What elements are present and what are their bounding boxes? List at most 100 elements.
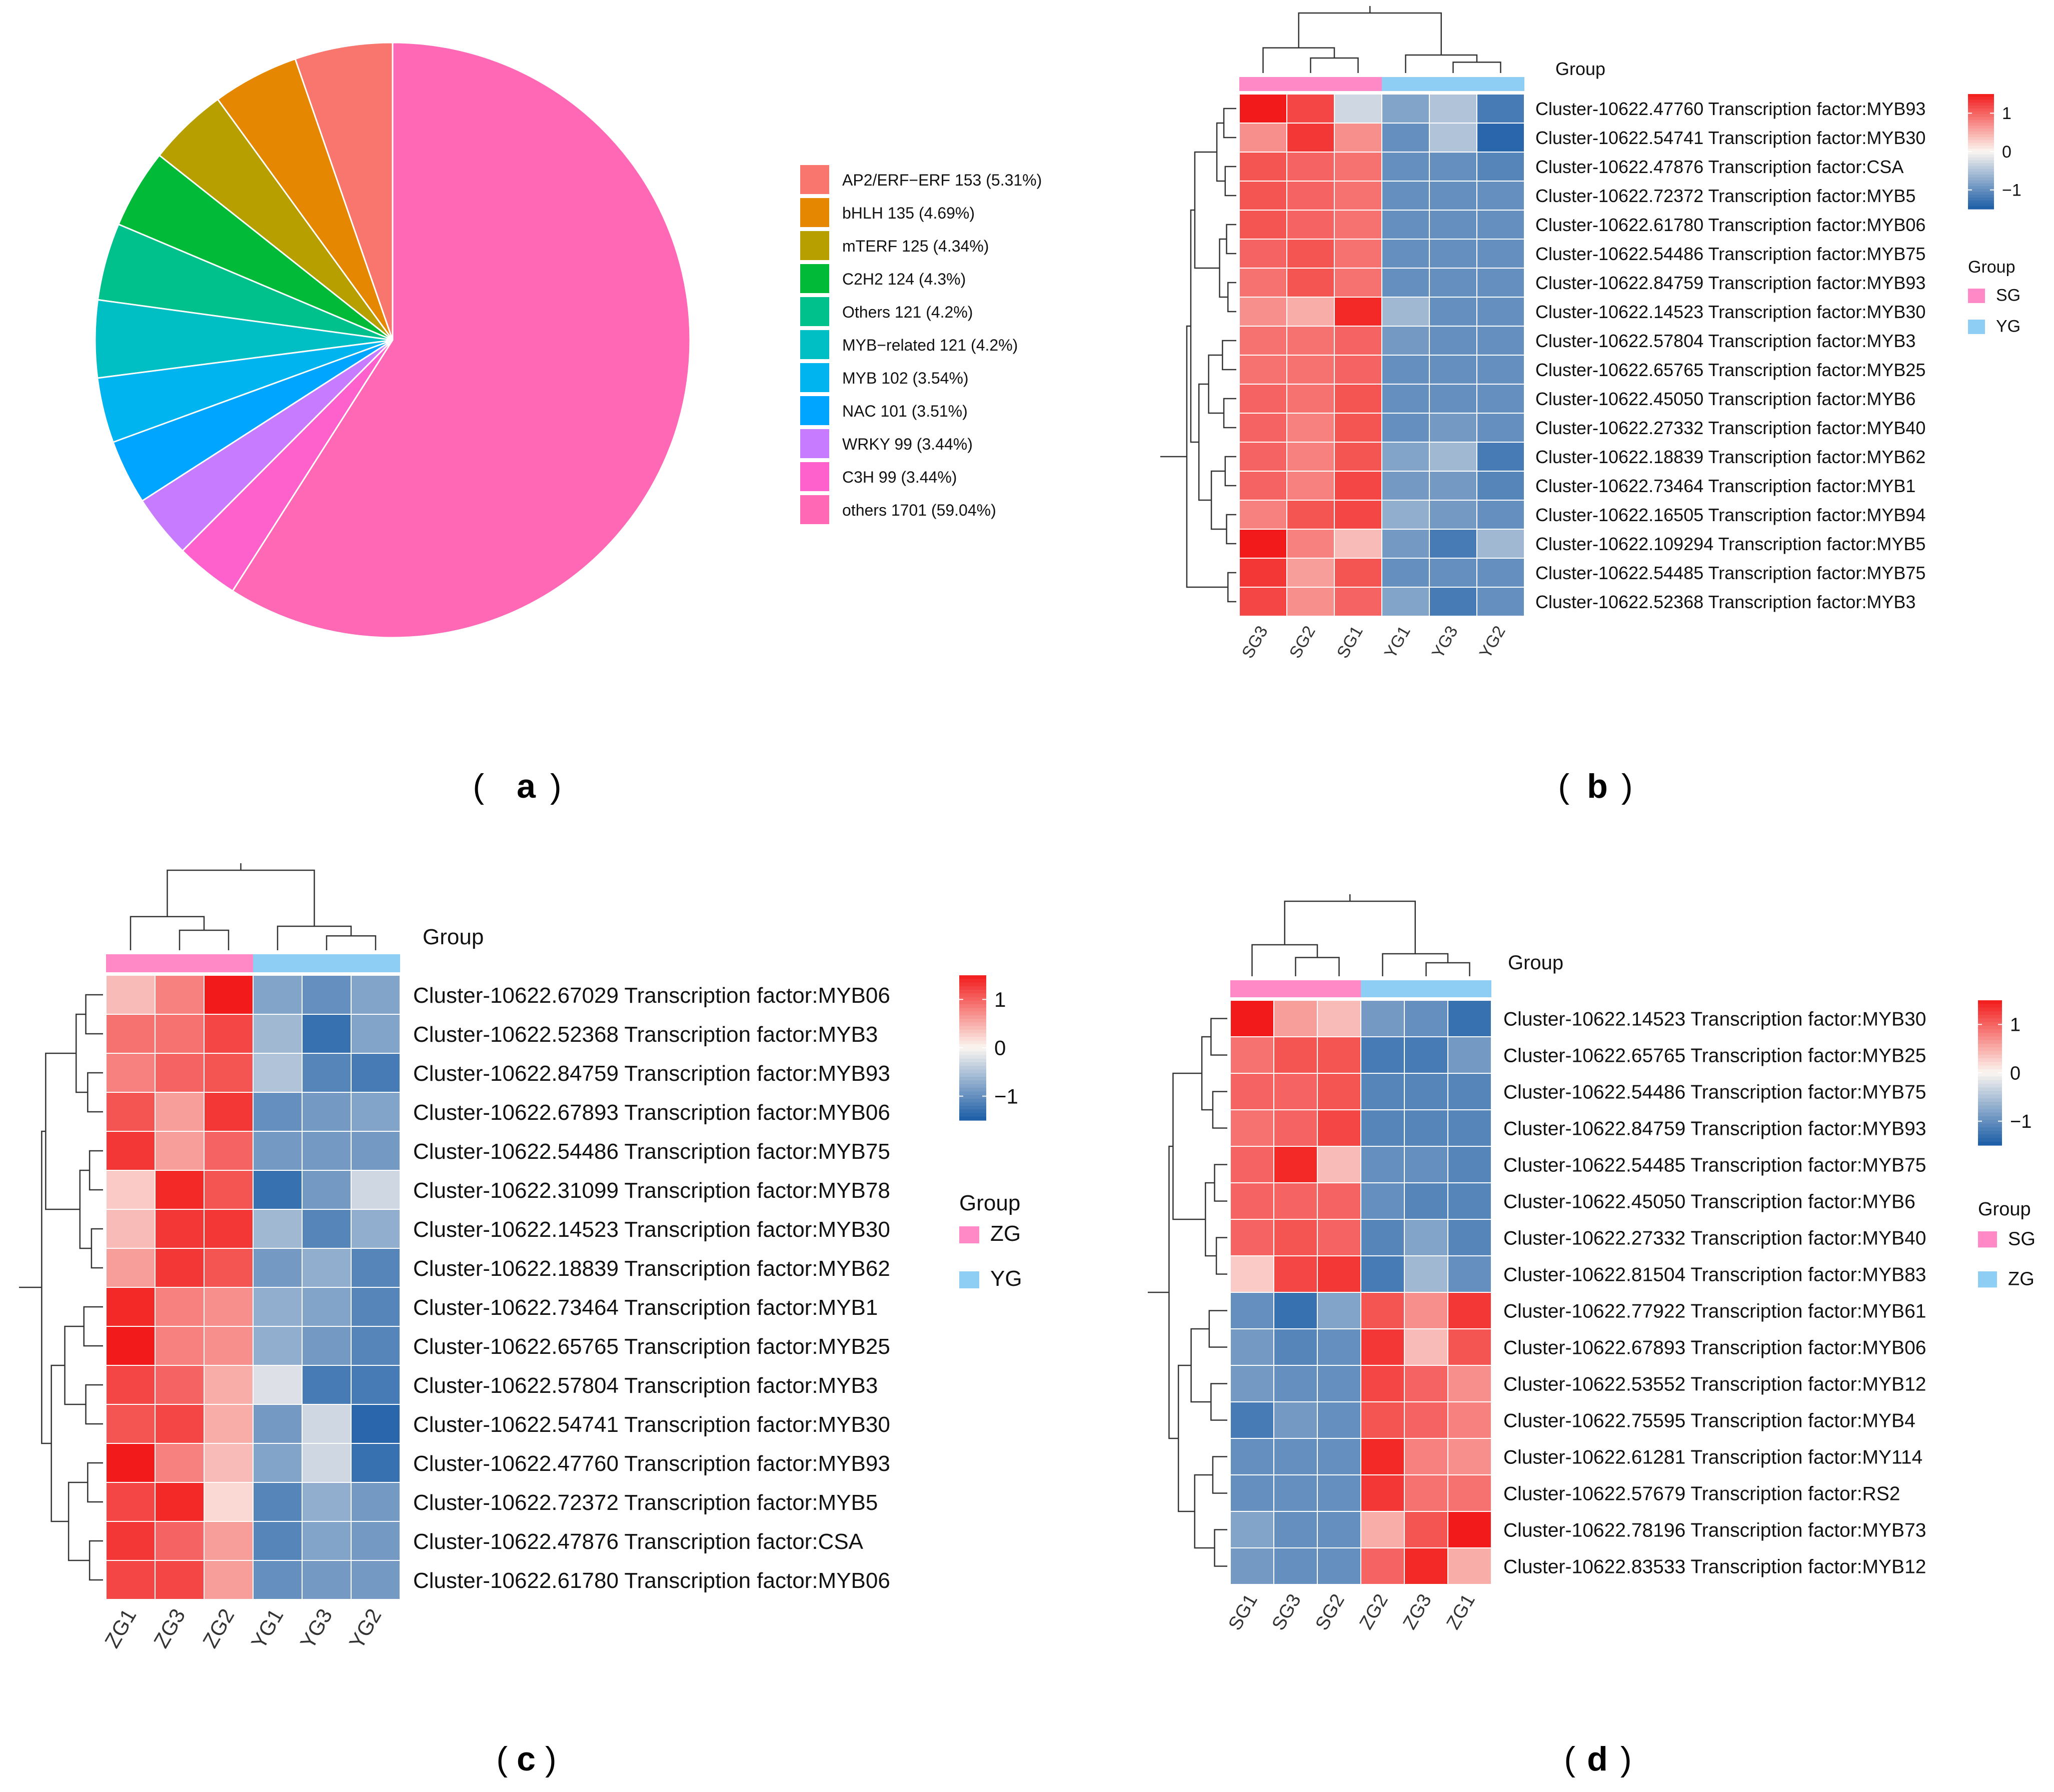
b-colorbar-step [1968, 108, 1994, 112]
d-colorbar-step [1978, 1007, 2002, 1012]
c-heat-cell [204, 1092, 254, 1132]
d-heat-cell [1447, 1109, 1492, 1147]
b-heat-cell [1334, 587, 1382, 617]
c-heat-cell [204, 1521, 254, 1561]
c-colorbar-step [959, 997, 986, 1001]
d-heat-cell [1317, 1255, 1361, 1293]
c-heat-cell [351, 1092, 401, 1132]
d-heat-cell [1404, 1365, 1448, 1402]
d-heat-cell [1273, 1365, 1318, 1402]
c-heat-cell [302, 1131, 352, 1171]
d-colorbar-step [1978, 1087, 2002, 1091]
c-heat-cell [204, 1209, 254, 1249]
svg-text:): ) [545, 1740, 557, 1778]
d-heat-cell [1317, 1036, 1361, 1074]
d-colorbar-step [1978, 1076, 2002, 1081]
c-heat-cell [204, 1365, 254, 1405]
c-heat-cell [155, 1365, 205, 1405]
b-heat-cell [1239, 587, 1287, 617]
b-row-dendro-link [1186, 325, 1228, 588]
b-row-dendro-link [1222, 340, 1236, 371]
b-heat-cell [1381, 152, 1430, 182]
b-heat-cell [1381, 268, 1430, 298]
d-colorbar-step [1978, 1000, 2002, 1004]
c-heat-cell [106, 1326, 156, 1366]
d-heat-cell [1404, 1401, 1448, 1439]
c-heat-cell [204, 975, 254, 1015]
c-row-label: Cluster-10622.61780 Transcription factor… [413, 1568, 890, 1593]
d-heat-cell [1230, 1255, 1274, 1293]
c-heat-cell [155, 1209, 205, 1249]
b-heat-cell [1239, 152, 1287, 182]
b-heat-cell [1334, 471, 1382, 501]
c-heat-cell [155, 1521, 205, 1561]
b-row-label: Cluster-10622.84759 Transcription factor… [1535, 273, 1925, 293]
c-group-legend-label: YG [990, 1266, 1022, 1291]
d-heat-cell [1230, 1365, 1274, 1402]
c-colorbar-step [959, 1051, 986, 1056]
b-group-bar-cell [1382, 77, 1429, 91]
legend-key-5 [800, 330, 829, 359]
b-heat-cell [1476, 529, 1525, 559]
d-row-label: Cluster-10622.77922 Transcription factor… [1503, 1301, 1926, 1322]
b-heat-cell [1286, 123, 1335, 153]
b-heat-cell [1381, 558, 1430, 588]
d-heat-cell [1447, 1438, 1492, 1475]
b-heat-cell [1239, 529, 1287, 559]
c-heat-cell [253, 1287, 303, 1327]
c-colorbar-step [959, 1044, 986, 1048]
panel-a-caption-letter: a [517, 767, 536, 805]
c-heat-cell [106, 1248, 156, 1288]
d-heat-cell [1273, 1292, 1318, 1329]
b-heat-cell [1286, 239, 1335, 269]
c-heat-cell [106, 1053, 156, 1093]
b-heat-cell [1334, 152, 1382, 182]
b-heat-cell [1239, 558, 1287, 588]
b-heat-cell [1476, 94, 1525, 124]
b-colorbar-step [1968, 129, 1994, 132]
d-heat-cell [1230, 1438, 1274, 1475]
c-colorbar-step [959, 1029, 986, 1034]
c-colorbar-label: −1 [994, 1084, 1018, 1108]
b-colorbar-step [1968, 149, 1994, 152]
c-colorbar-label: 1 [994, 988, 1006, 1011]
b-row-dendro-link [1190, 209, 1199, 443]
b-heat-cell [1239, 297, 1287, 327]
d-heat-cell [1273, 1146, 1318, 1183]
c-row-label: Cluster-10622.54486 Transcription factor… [413, 1139, 890, 1164]
d-heat-cell [1447, 1182, 1492, 1220]
b-colorbar-step [1968, 106, 1994, 109]
b-heat-cell [1429, 123, 1477, 153]
b-heat-cell [1429, 94, 1477, 124]
c-colorbar-step [959, 1106, 986, 1110]
b-row-label: Cluster-10622.45050 Transcription factor… [1535, 389, 1915, 409]
c-heat-cell [302, 1209, 352, 1249]
d-group-legend-key [1978, 1271, 1997, 1288]
b-colorbar-step [1968, 169, 1994, 172]
b-colorbar-step [1968, 131, 1994, 135]
b-row-label: Cluster-10622.47876 Transcription factor… [1535, 157, 1903, 177]
d-heat-cell [1360, 1000, 1405, 1037]
b-heat-cell [1429, 268, 1477, 298]
b-heat-cell [1381, 471, 1430, 501]
panel-a-caption: ( a ) [473, 767, 561, 805]
d-row-label: Cluster-10622.54485 Transcription factor… [1503, 1155, 1926, 1176]
b-heat-cell [1429, 558, 1477, 588]
d-heat-cell [1447, 1036, 1492, 1074]
c-colorbar-step [959, 1102, 986, 1106]
d-heat-cell [1317, 1547, 1361, 1585]
c-heat-cell [351, 1365, 401, 1405]
b-colorbar-step [1968, 186, 1994, 190]
d-row-dendro-link [1215, 1237, 1227, 1275]
c-row-label: Cluster-10622.47876 Transcription factor… [413, 1529, 864, 1554]
b-heat-cell [1286, 558, 1335, 588]
b-heat-cell [1476, 500, 1525, 530]
legend-label-4: Others 121 (4.2%) [842, 303, 973, 321]
svg-text:): ) [1621, 767, 1633, 805]
c-heat-cell [302, 1014, 352, 1054]
b-group-legend-key [1968, 320, 1985, 334]
b-row-dendro-link [1198, 383, 1212, 501]
b-colorbar-step [1968, 177, 1994, 181]
b-colorbar-step [1968, 146, 1994, 149]
b-heat-cell [1334, 558, 1382, 588]
